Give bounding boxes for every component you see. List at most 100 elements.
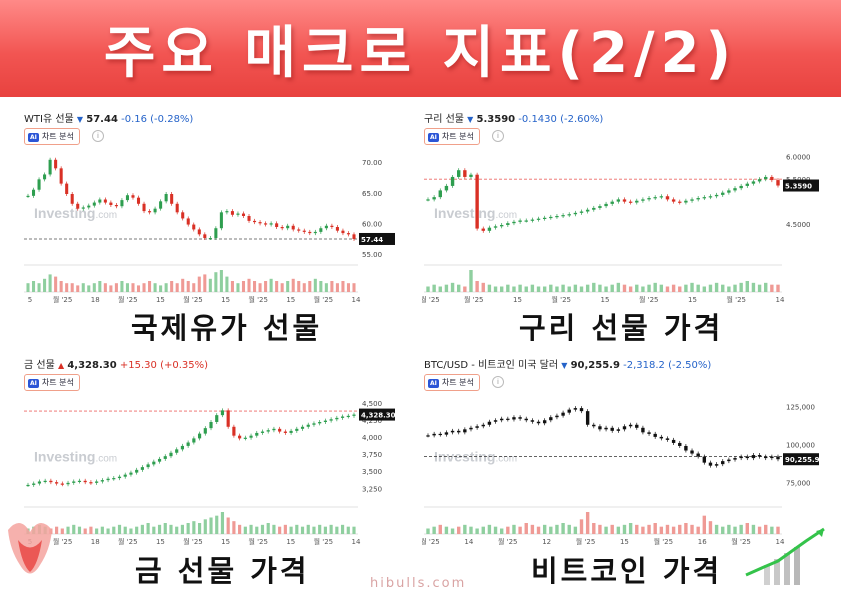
- candle: [481, 228, 485, 231]
- info-icon[interactable]: i: [92, 130, 104, 142]
- volume-bar: [696, 284, 700, 292]
- info-icon[interactable]: i: [492, 376, 504, 388]
- candle: [751, 181, 756, 184]
- volume-bar: [313, 278, 317, 292]
- volume-bar: [275, 281, 279, 292]
- volume-bar: [258, 283, 262, 292]
- instrument-name[interactable]: WTI유 선물: [24, 114, 74, 125]
- volume-bar: [567, 524, 571, 534]
- volume-bar: [335, 283, 339, 292]
- candle: [745, 183, 749, 186]
- candle: [352, 414, 356, 416]
- candle: [567, 214, 571, 216]
- candle: [665, 438, 670, 440]
- candle: [542, 420, 547, 424]
- candle: [463, 429, 467, 433]
- volume-bar: [604, 526, 608, 534]
- candle: [549, 417, 553, 421]
- ai-chart-analysis-button[interactable]: AI 차트 분석: [424, 128, 480, 145]
- instrument-name[interactable]: 금 선물: [24, 360, 55, 371]
- x-tick-label: 월 '25: [314, 295, 334, 304]
- candle: [512, 417, 516, 420]
- candle: [524, 220, 528, 222]
- candle: [208, 238, 212, 240]
- volume-bar: [555, 524, 559, 534]
- volume-bar: [120, 281, 124, 292]
- candle: [542, 217, 547, 219]
- volume-bar: [628, 286, 633, 292]
- ai-chart-analysis-button[interactable]: AI 차트 분석: [24, 374, 80, 391]
- candle: [616, 429, 621, 431]
- volume-bar: [776, 284, 780, 292]
- volume-bar: [238, 524, 242, 534]
- volume-bar: [72, 524, 76, 534]
- candle: [721, 192, 725, 195]
- investing-watermark-suffix: .com: [95, 210, 117, 221]
- last-price-label: 90,255.90: [785, 456, 820, 464]
- candle: [319, 228, 323, 232]
- volume-bar: [665, 286, 670, 292]
- volume-bar: [175, 283, 179, 292]
- ai-badge-icon: AI: [28, 133, 39, 142]
- candle: [432, 197, 436, 200]
- volume-bar: [286, 281, 290, 292]
- candle: [236, 213, 240, 215]
- volume-bar: [671, 526, 676, 534]
- volume-bar: [31, 281, 36, 292]
- investing-watermark-suffix: .com: [495, 210, 517, 221]
- volume-bar: [157, 524, 162, 534]
- volume-bar: [219, 270, 223, 292]
- candle: [567, 409, 571, 413]
- candle: [302, 230, 306, 232]
- x-tick-label: 15: [286, 296, 295, 304]
- investing-watermark-suffix: .com: [95, 454, 117, 465]
- volume-bar: [135, 526, 139, 534]
- candle: [739, 456, 743, 459]
- volume-bar: [757, 526, 762, 534]
- candle: [487, 227, 492, 231]
- candle: [499, 224, 504, 227]
- volume-bar: [87, 285, 91, 292]
- x-tick-label: 18: [91, 538, 100, 546]
- candle: [55, 482, 59, 484]
- candle: [98, 199, 102, 203]
- candle: [238, 435, 242, 439]
- volume-bar: [622, 524, 627, 534]
- candle: [289, 430, 293, 433]
- volume-bar: [739, 524, 743, 534]
- volume-bar: [610, 524, 614, 534]
- y-tick-label: 65.00: [362, 190, 382, 198]
- volume-bar: [426, 286, 430, 292]
- candle: [690, 199, 694, 201]
- candle: [157, 458, 162, 462]
- candle: [286, 225, 290, 229]
- candle: [585, 209, 590, 212]
- volume-bar: [148, 281, 152, 292]
- candle: [708, 462, 713, 466]
- candle: [487, 421, 492, 425]
- ai-chart-analysis-button[interactable]: AI 차트 분석: [24, 128, 80, 145]
- volume-bar: [203, 519, 207, 534]
- down-arrow-icon: ▼: [467, 115, 474, 124]
- candle: [76, 203, 80, 209]
- ai-chart-analysis-button[interactable]: AI 차트 분석: [424, 374, 480, 391]
- candle: [219, 212, 223, 229]
- volume-bar: [745, 281, 749, 292]
- candle: [159, 201, 163, 209]
- volume-bar: [181, 278, 185, 292]
- candle: [264, 223, 268, 225]
- ai-badge-icon: AI: [428, 133, 439, 142]
- instrument-name[interactable]: 구리 선물: [424, 114, 464, 125]
- volume-bar: [253, 281, 257, 292]
- volume-bar: [81, 283, 85, 292]
- rising-chart-icon: [745, 527, 825, 585]
- info-icon[interactable]: i: [492, 130, 504, 142]
- candle: [32, 483, 36, 485]
- instrument-name[interactable]: BTC/USD - 비트코인 미국 달러: [424, 360, 559, 371]
- candle: [696, 198, 700, 200]
- volume-bar: [499, 528, 504, 534]
- volume-bar: [702, 286, 707, 292]
- volume-bar: [297, 281, 301, 292]
- volume-bar: [163, 523, 167, 534]
- volume-bar: [641, 286, 645, 292]
